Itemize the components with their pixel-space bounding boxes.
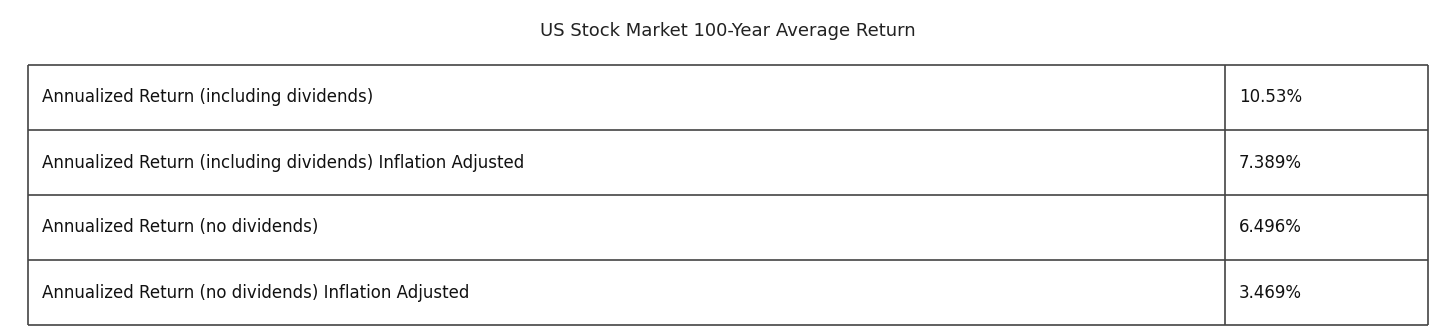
Text: 10.53%: 10.53%: [1239, 89, 1302, 107]
Text: Annualized Return (no dividends) Inflation Adjusted: Annualized Return (no dividends) Inflati…: [42, 284, 469, 302]
Text: Annualized Return (including dividends): Annualized Return (including dividends): [42, 89, 373, 107]
Text: 3.469%: 3.469%: [1239, 284, 1302, 302]
Text: 7.389%: 7.389%: [1239, 154, 1302, 171]
Text: 6.496%: 6.496%: [1239, 218, 1302, 236]
Text: Annualized Return (including dividends) Inflation Adjusted: Annualized Return (including dividends) …: [42, 154, 524, 171]
Text: Annualized Return (no dividends): Annualized Return (no dividends): [42, 218, 319, 236]
Text: US Stock Market 100-Year Average Return: US Stock Market 100-Year Average Return: [540, 22, 916, 40]
